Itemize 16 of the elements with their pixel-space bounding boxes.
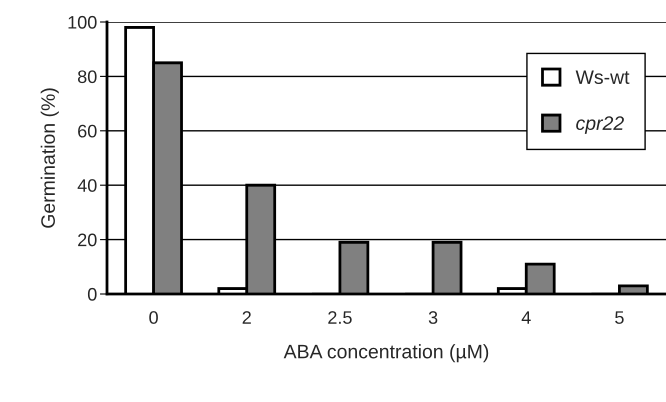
x-tick-label: 2.5: [328, 311, 352, 324]
x-tick-label: 4: [522, 311, 531, 324]
y-tick-label: 60: [78, 124, 97, 138]
y-tick-label: 80: [78, 70, 97, 84]
y-tick-label: 0: [88, 288, 97, 301]
y-tick-label: 100: [68, 16, 97, 29]
y-axis-title: Germination (%): [40, 88, 59, 228]
x-tick-label: 0: [149, 311, 158, 324]
x-axis-title: ABA concentration (µM): [284, 344, 488, 362]
x-tick-label: 5: [615, 311, 624, 324]
x-tick-label: 3: [428, 311, 438, 324]
legend-label: Ws-wt: [576, 70, 630, 84]
legend-label: cpr22: [576, 116, 624, 134]
y-tick-label: 20: [78, 234, 97, 246]
y-tick-label: 40: [78, 179, 97, 192]
x-tick-label: 2: [242, 311, 251, 324]
